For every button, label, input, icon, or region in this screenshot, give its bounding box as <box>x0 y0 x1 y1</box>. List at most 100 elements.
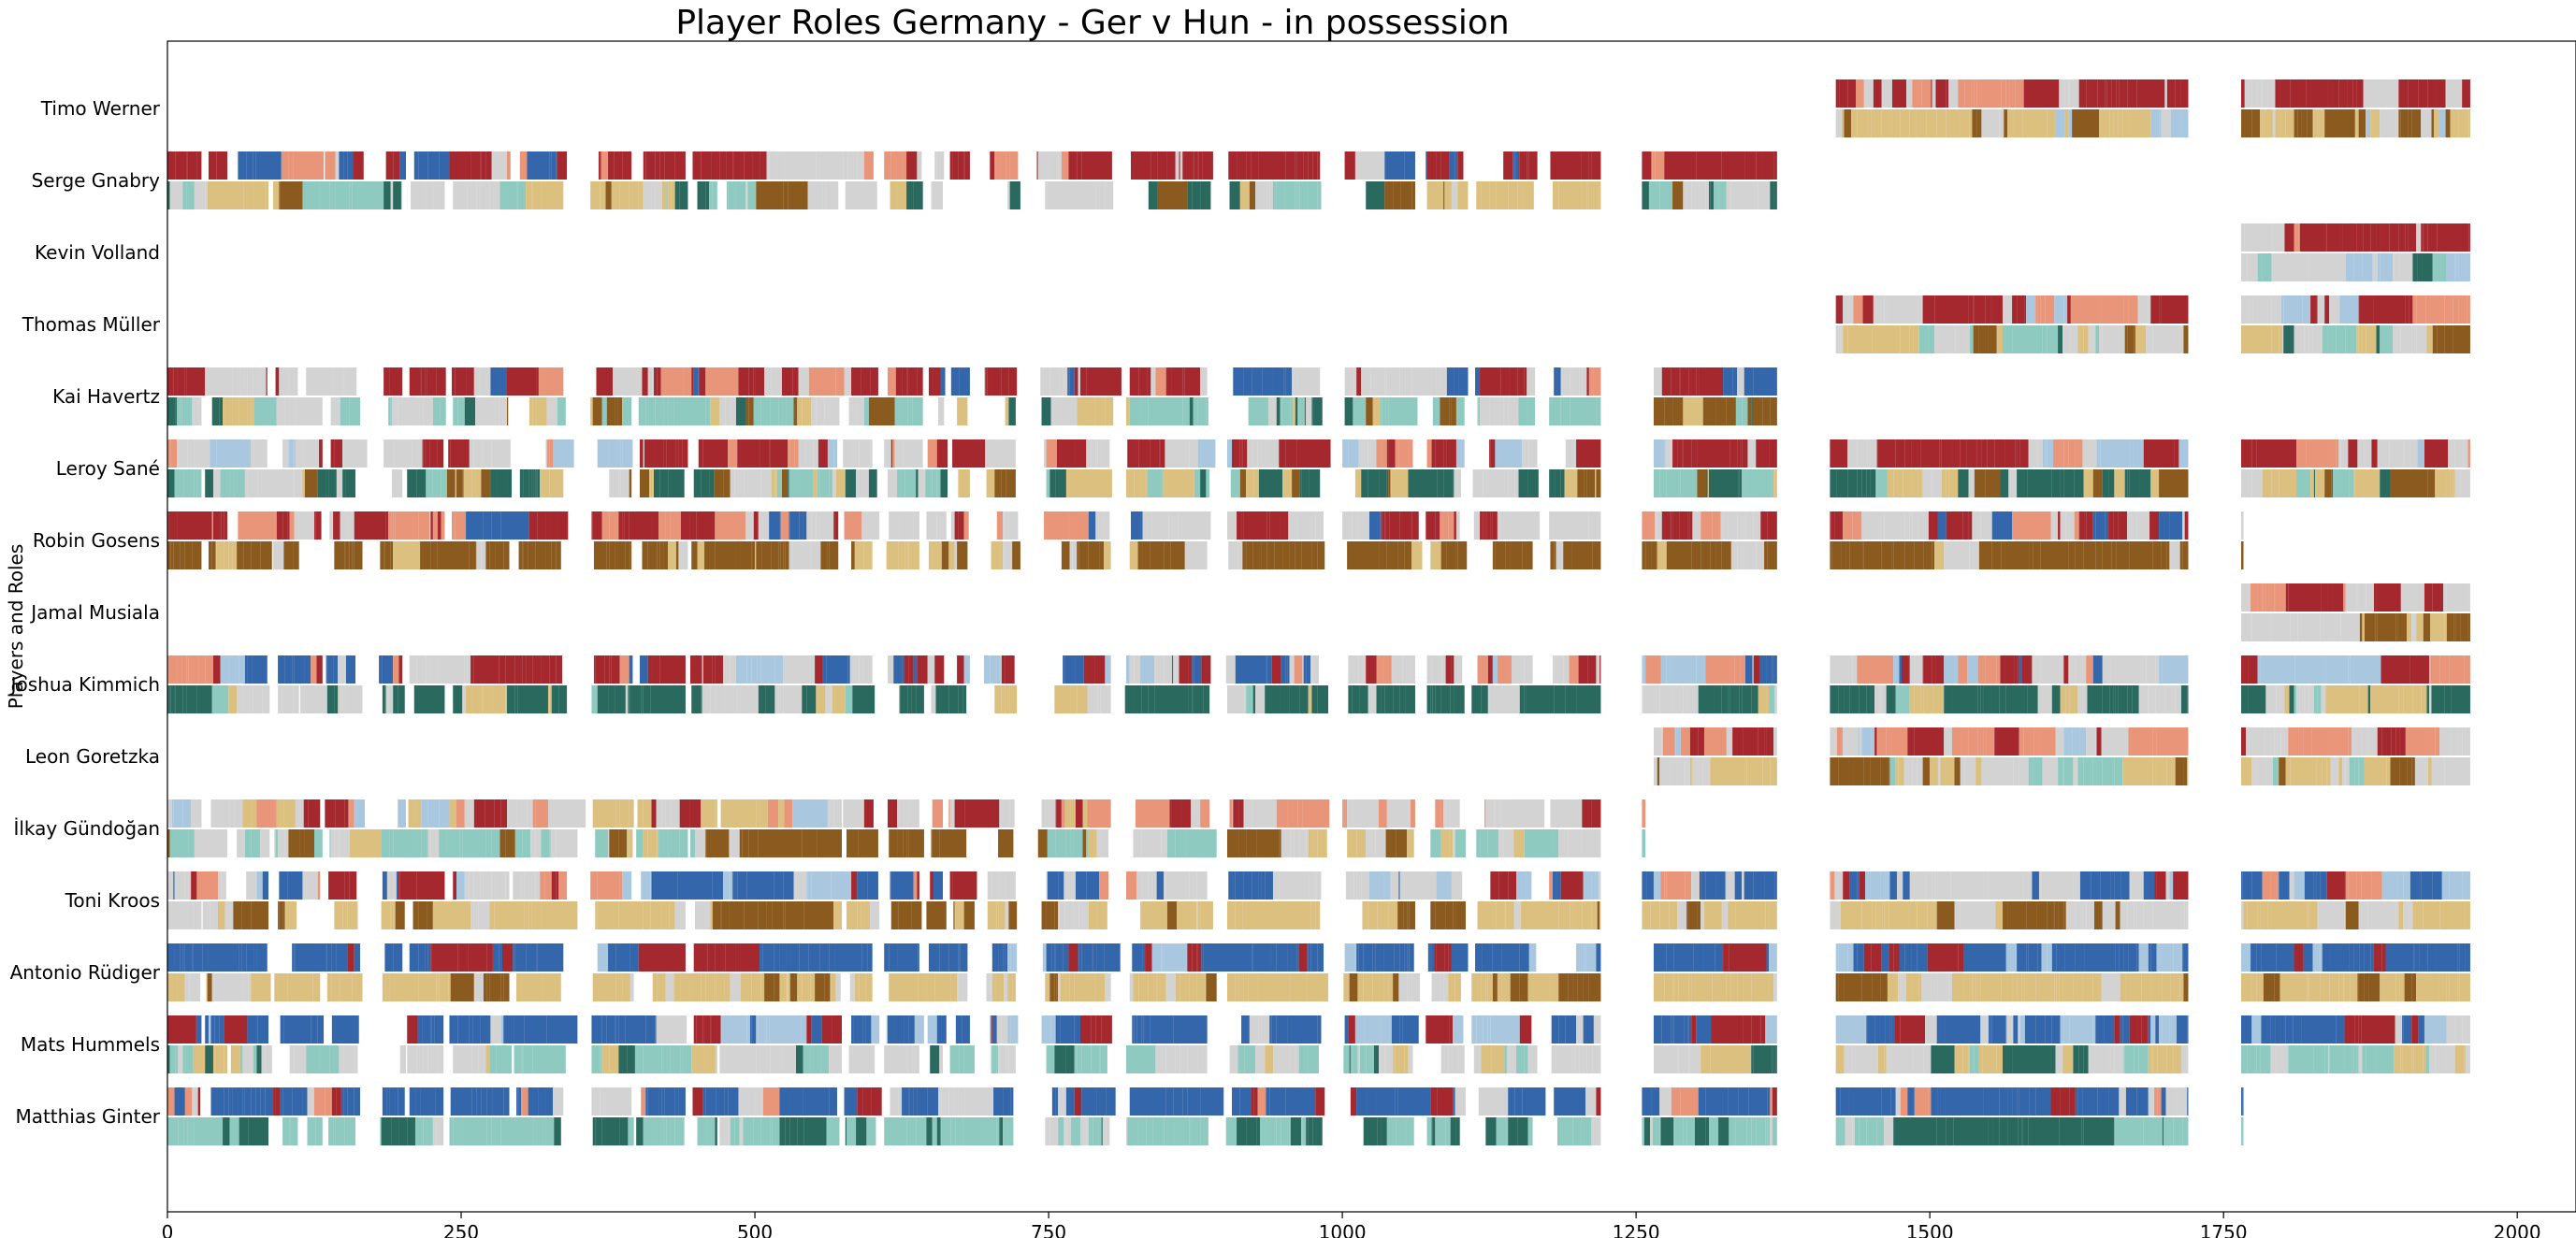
role-bar <box>1678 1045 1689 1073</box>
role-bar <box>1552 871 1557 900</box>
role-bar <box>1129 1087 1166 1116</box>
role-bar <box>453 397 458 425</box>
role-bar <box>1350 1087 1357 1116</box>
role-bar <box>167 1087 175 1116</box>
role-bar <box>450 439 459 468</box>
role-bar <box>2294 685 2297 713</box>
role-bar <box>238 511 277 540</box>
role-bar <box>1404 1045 1409 1073</box>
role-bar <box>514 1015 525 1044</box>
role-bar <box>725 943 736 972</box>
role-bar <box>1265 1045 1273 1073</box>
role-bar <box>744 469 761 497</box>
role-bar <box>1596 469 1601 497</box>
role-bar <box>2356 871 2362 900</box>
role-bar <box>1182 151 1194 180</box>
role-bar <box>239 1117 249 1145</box>
role-bar <box>1843 325 1848 353</box>
role-bar <box>710 901 713 929</box>
role-bar <box>1899 655 1902 684</box>
role-bar <box>862 1087 872 1116</box>
role-bar <box>715 655 724 684</box>
role-bar <box>1739 685 1743 713</box>
role-bar <box>1653 943 1664 972</box>
role-bar <box>275 799 277 828</box>
role-bar <box>1317 829 1327 857</box>
role-bar <box>1252 943 1271 972</box>
role-bar <box>516 181 518 209</box>
player-row <box>167 1015 2470 1073</box>
role-bar <box>178 1117 184 1145</box>
role-bar <box>1773 655 1777 684</box>
role-bar <box>1055 799 1057 828</box>
role-bar <box>480 181 490 209</box>
role-bar <box>290 1117 298 1145</box>
role-bar <box>451 829 460 857</box>
role-bar <box>338 655 346 684</box>
role-bar <box>683 367 692 396</box>
role-bar <box>1850 109 1858 137</box>
role-bar <box>2270 1045 2276 1073</box>
role-bar <box>467 181 477 209</box>
role-bar <box>1157 181 1188 209</box>
role-bar <box>1200 1087 1224 1116</box>
role-bar <box>1064 367 1066 396</box>
role-bar <box>1597 901 1600 929</box>
role-bar <box>1645 655 1657 684</box>
role-bar <box>847 469 857 497</box>
role-bar <box>1836 943 1839 972</box>
role-bar <box>354 799 366 828</box>
role-bar <box>1054 973 1057 1001</box>
role-bar <box>167 367 174 396</box>
role-bar <box>1663 943 1667 972</box>
role-bar <box>2339 943 2350 972</box>
role-bar <box>174 871 185 900</box>
role-bar <box>913 655 918 684</box>
role-bar <box>952 871 977 900</box>
role-bar <box>652 367 655 396</box>
role-bar <box>859 973 866 1001</box>
role-bar <box>1767 541 1777 569</box>
role-bar <box>1858 727 1860 756</box>
role-bar <box>2436 325 2438 353</box>
role-bar <box>1400 181 1412 209</box>
role-bar <box>748 829 759 857</box>
role-bar <box>1490 1015 1516 1044</box>
role-bar <box>1295 397 1298 425</box>
role-bar <box>437 1045 444 1073</box>
role-bar <box>1769 439 1777 468</box>
role-bar <box>1125 469 1129 497</box>
role-bar <box>273 541 284 569</box>
role-bar <box>702 685 711 713</box>
role-bar <box>1856 655 1858 684</box>
role-bar <box>1865 871 1868 900</box>
role-bar <box>1449 151 1455 180</box>
role-bar <box>2134 1045 2139 1073</box>
role-bar <box>2285 757 2287 785</box>
role-bar <box>2297 613 2321 641</box>
role-bar <box>2026 943 2029 972</box>
role-bar <box>186 367 206 396</box>
role-bar <box>697 829 706 857</box>
role-bar <box>214 973 224 1001</box>
role-bar <box>1913 1045 1924 1073</box>
role-bar <box>2380 109 2383 137</box>
role-bar <box>697 943 708 972</box>
role-bar <box>1764 727 1767 756</box>
role-bar <box>2275 109 2280 137</box>
role-bar <box>453 685 463 713</box>
role-bar <box>2279 469 2287 497</box>
role-bar <box>1228 871 1230 900</box>
role-bar <box>2068 541 2076 569</box>
role-bar <box>1937 757 1941 785</box>
role-bar <box>833 901 835 929</box>
role-bar <box>2272 109 2276 137</box>
role-bar <box>1399 1015 1403 1044</box>
role-bar <box>182 943 185 972</box>
role-bar <box>1142 541 1151 569</box>
role-bar <box>2180 685 2188 713</box>
role-bar <box>1674 1117 1684 1145</box>
role-bar <box>601 1015 607 1044</box>
role-bar <box>1700 511 1713 540</box>
role-bar <box>861 901 871 929</box>
